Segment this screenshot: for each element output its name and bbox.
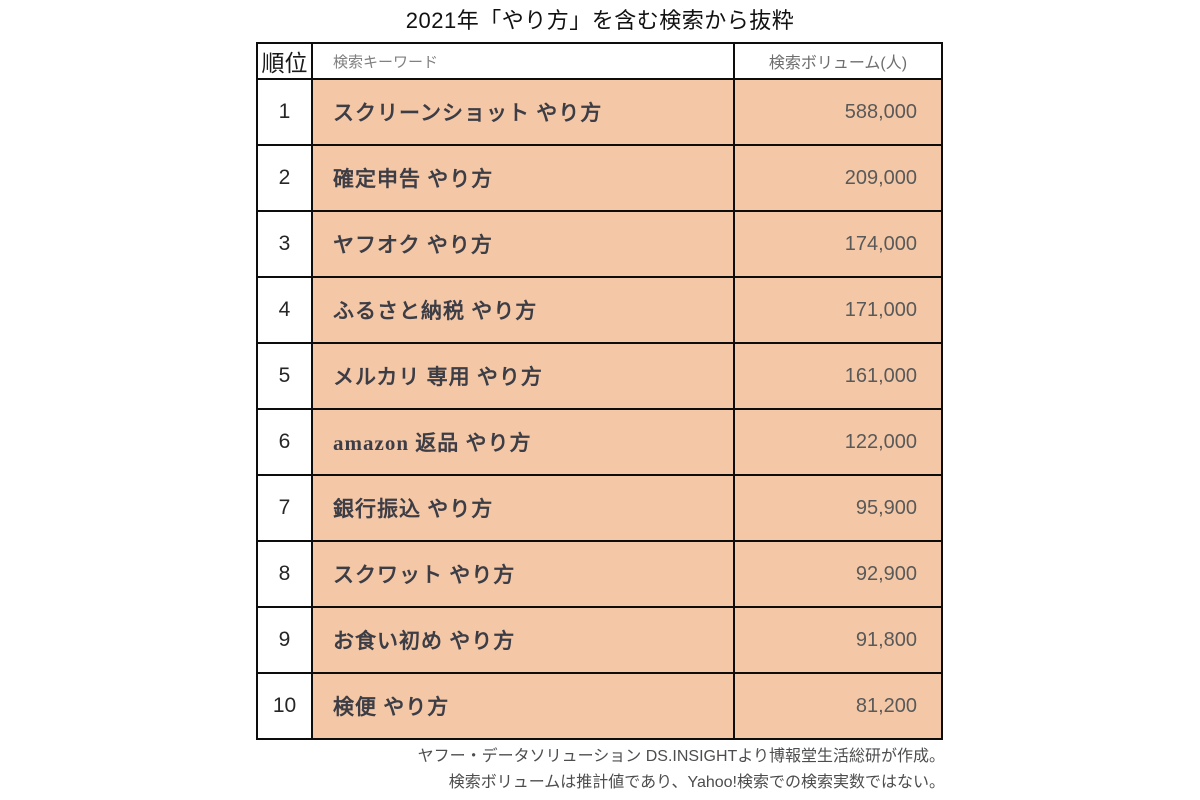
keyword-cell: お食い初め やり方	[311, 606, 735, 674]
table-row: 8 スクワット やり方 92,900	[256, 540, 943, 608]
keyword-cell: 確定申告 やり方	[311, 144, 735, 212]
rank-cell: 1	[256, 78, 313, 146]
table-row: 4 ふるさと納税 やり方 171,000	[256, 276, 943, 344]
page-title: 2021年「やり方」を含む検索から抜粋	[405, 8, 795, 33]
volume-cell: 209,000	[733, 144, 943, 212]
column-header-keyword: 検索キーワード	[311, 42, 735, 80]
volume-cell: 161,000	[733, 342, 943, 410]
volume-cell: 174,000	[733, 210, 943, 278]
table-row: 7 銀行振込 やり方 95,900	[256, 474, 943, 542]
table-header-row: 順位 検索キーワード 検索ボリューム(人)	[256, 42, 943, 80]
table-row: 1 スクリーンショット やり方 588,000	[256, 78, 943, 146]
column-header-rank: 順位	[256, 42, 313, 80]
keyword-cell: スクリーンショット やり方	[311, 78, 735, 146]
volume-cell: 81,200	[733, 672, 943, 740]
keyword-cell: ヤフオク やり方	[311, 210, 735, 278]
rank-cell: 10	[256, 672, 313, 740]
table-row: 9 お食い初め やり方 91,800	[256, 606, 943, 674]
volume-cell: 92,900	[733, 540, 943, 608]
keyword-cell: amazon 返品 やり方	[311, 408, 735, 476]
table-row: 2 確定申告 やり方 209,000	[256, 144, 943, 212]
rank-cell: 5	[256, 342, 313, 410]
volume-cell: 588,000	[733, 78, 943, 146]
keyword-cell: スクワット やり方	[311, 540, 735, 608]
table-row: 6 amazon 返品 やり方 122,000	[256, 408, 943, 476]
footnote-line-2: 検索ボリュームは推計値であり、Yahoo!検索での検索実数ではない。	[448, 774, 945, 791]
rank-cell: 6	[256, 408, 313, 476]
volume-cell: 171,000	[733, 276, 943, 344]
table-row: 5 メルカリ 専用 やり方 161,000	[256, 342, 943, 410]
rank-cell: 8	[256, 540, 313, 608]
rank-cell: 2	[256, 144, 313, 212]
ranking-table: 順位 検索キーワード 検索ボリューム(人) 1 スクリーンショット やり方 58…	[256, 42, 943, 740]
volume-cell: 95,900	[733, 474, 943, 542]
rank-cell: 4	[256, 276, 313, 344]
volume-cell: 91,800	[733, 606, 943, 674]
table-row: 10 検便 やり方 81,200	[256, 672, 943, 740]
ranking-table-container: 順位 検索キーワード 検索ボリューム(人) 1 スクリーンショット やり方 58…	[256, 42, 943, 740]
rank-cell: 3	[256, 210, 313, 278]
keyword-cell: ふるさと納税 やり方	[311, 276, 735, 344]
volume-cell: 122,000	[733, 408, 943, 476]
rank-cell: 7	[256, 474, 313, 542]
keyword-cell: 検便 やり方	[311, 672, 735, 740]
keyword-cell: メルカリ 専用 やり方	[311, 342, 735, 410]
keyword-cell: 銀行振込 やり方	[311, 474, 735, 542]
column-header-volume: 検索ボリューム(人)	[733, 42, 943, 80]
footnote-line-1: ヤフー・データソリューション DS.INSIGHTより博報堂生活総研が作成。	[417, 748, 945, 765]
table-row: 3 ヤフオク やり方 174,000	[256, 210, 943, 278]
source-footnote: ヤフー・データソリューション DS.INSIGHTより博報堂生活総研が作成。 検…	[418, 744, 945, 796]
rank-cell: 9	[256, 606, 313, 674]
